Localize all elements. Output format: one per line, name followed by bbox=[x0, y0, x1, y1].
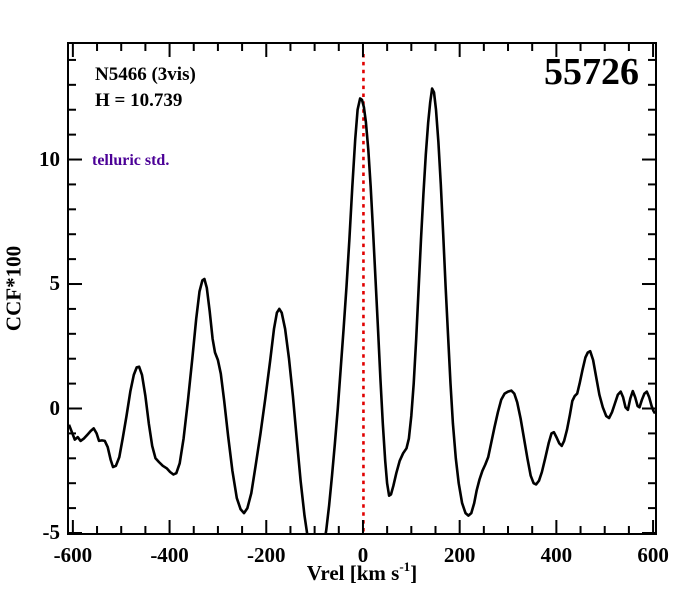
x-axis-title: Vrel [km s-1] bbox=[306, 559, 418, 585]
y-tick-label: 0 bbox=[49, 395, 61, 420]
superscript: -1 bbox=[399, 559, 411, 574]
plot-canvas bbox=[69, 44, 655, 533]
star-name-label: N5466 (3vis) bbox=[95, 64, 196, 85]
x-tick-label: 600 bbox=[637, 543, 669, 567]
y-tick-label: -5 bbox=[42, 520, 61, 544]
x-tick-label: 0 bbox=[357, 543, 369, 567]
x-tick-label: -200 bbox=[247, 543, 286, 567]
plot-area bbox=[67, 42, 657, 535]
x-tick-label: -400 bbox=[150, 543, 189, 567]
ccf-curve bbox=[69, 87, 655, 533]
x-tick-label: -600 bbox=[53, 543, 93, 567]
x-tick-label: 200 bbox=[443, 543, 476, 567]
hmag-label: H = 10.739 bbox=[95, 90, 183, 111]
target-info-annotation: N5466 (3vis) H = 10.739 bbox=[95, 62, 196, 114]
y-tick-label: 5 bbox=[49, 271, 61, 296]
mjd-title: 55726 bbox=[544, 51, 639, 93]
telluric-std-label: telluric std. bbox=[92, 152, 170, 169]
y-tick-label: 10 bbox=[39, 146, 60, 171]
x-tick-label: 400 bbox=[540, 543, 573, 567]
